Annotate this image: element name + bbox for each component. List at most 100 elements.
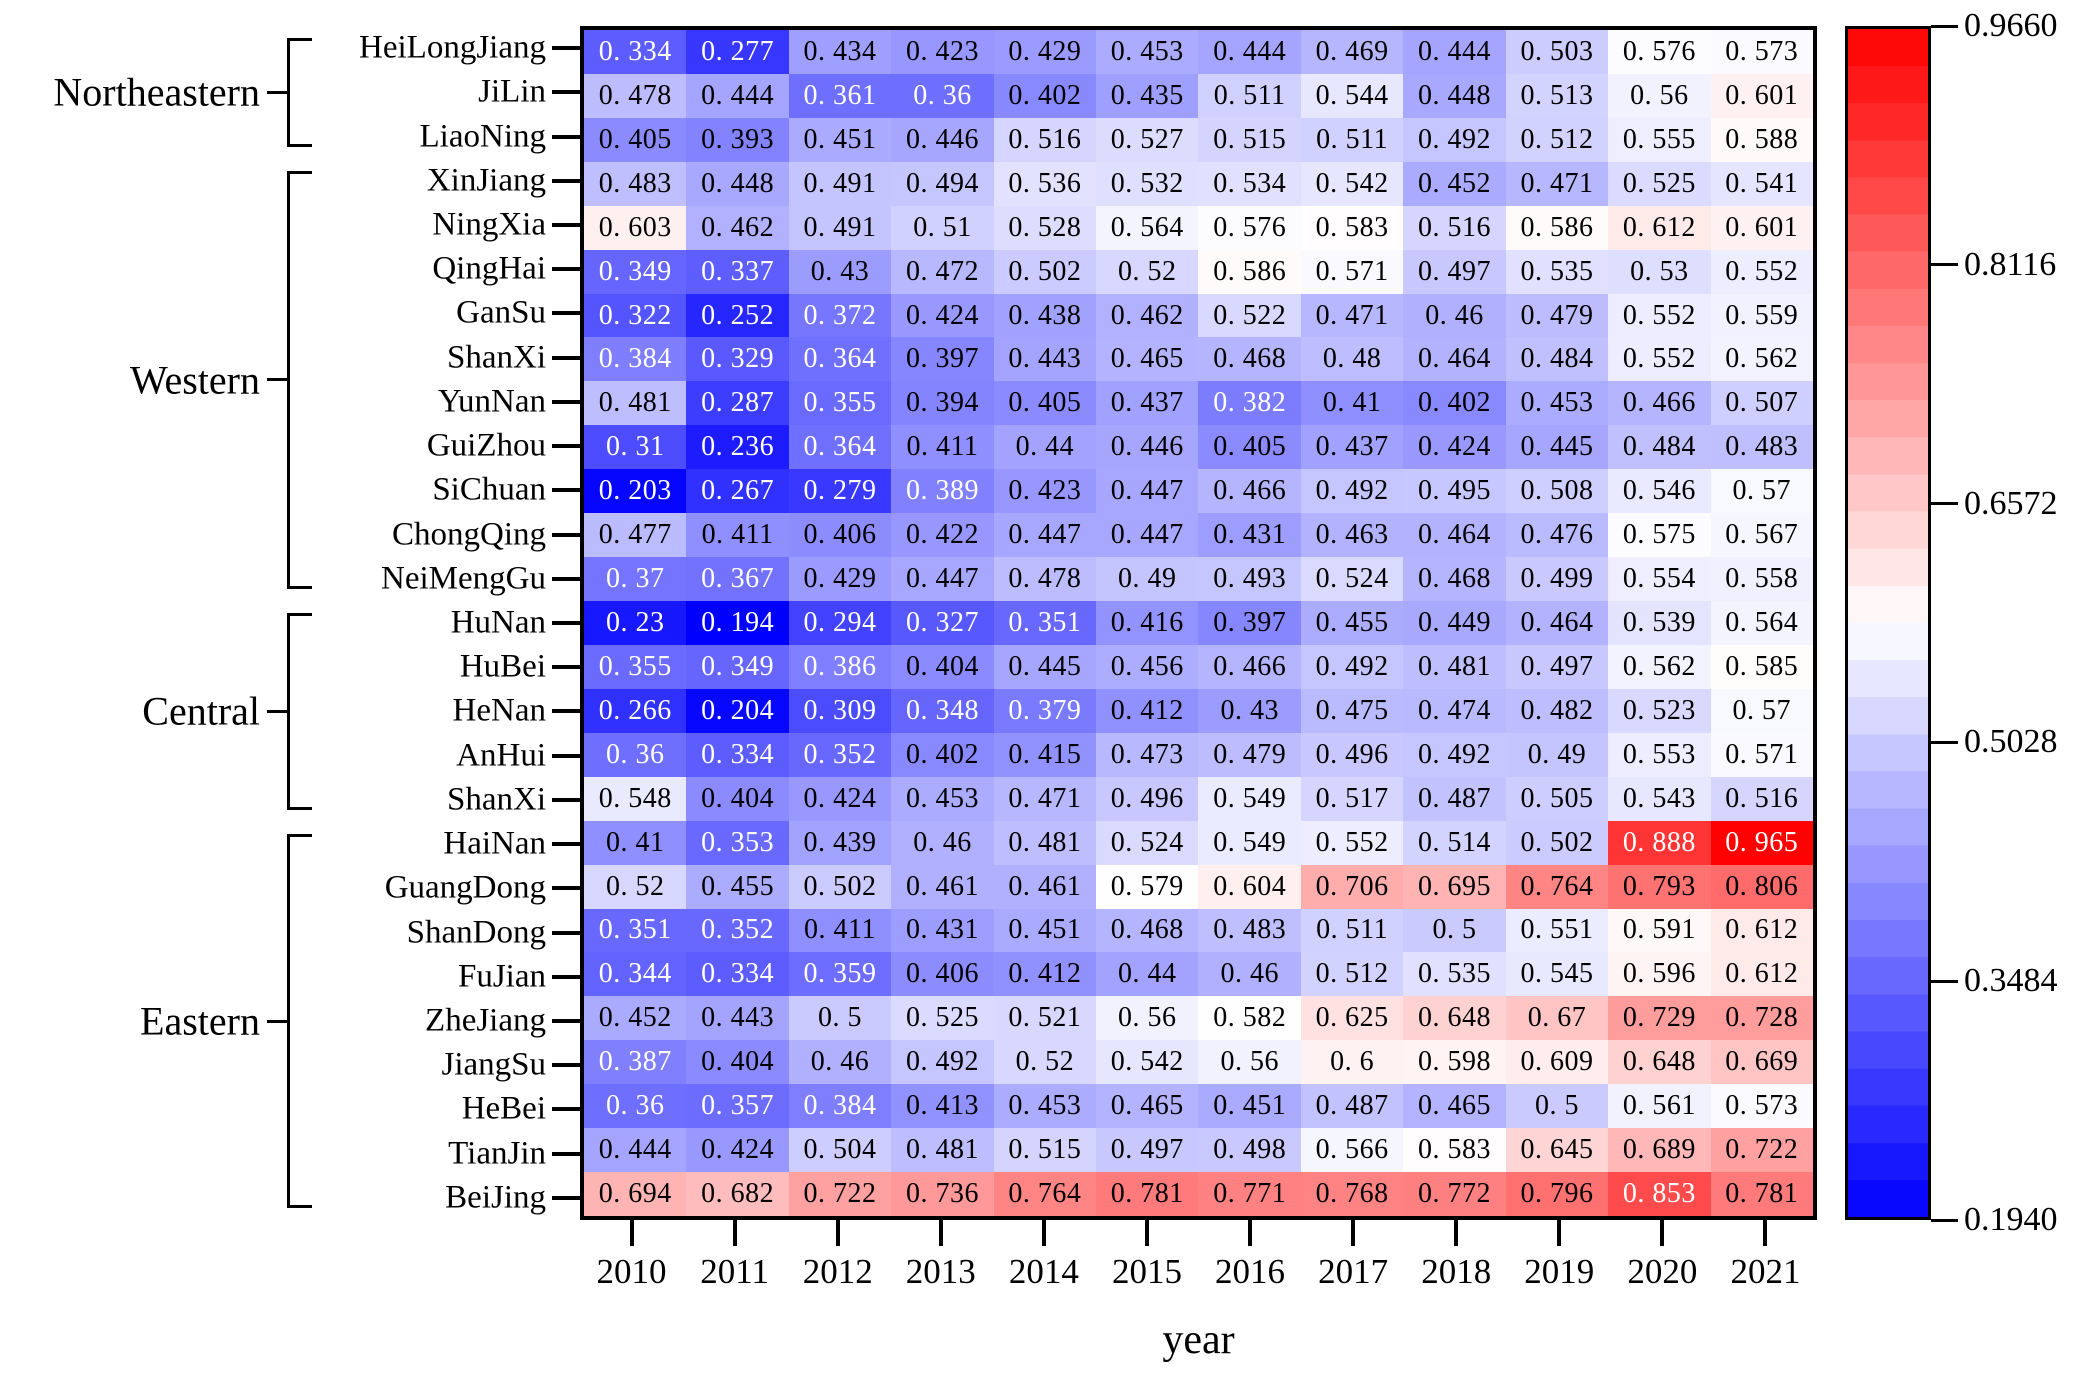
heatmap-cell: 0. 36 [891, 73, 994, 118]
heatmap-cell: 0. 502 [993, 249, 1097, 294]
heatmap-cell: 0. 49 [1096, 557, 1199, 602]
heatmap-cell: 0. 571 [1300, 249, 1404, 294]
heatmap-cell: 0. 46 [1198, 952, 1301, 997]
heatmap-cell: 0. 648 [1608, 1040, 1711, 1085]
heatmap-cell: 0. 204 [686, 688, 789, 733]
heatmap-cell: 0. 424 [788, 776, 892, 821]
row-label: YunNan [437, 383, 546, 420]
heatmap-cell: 0. 465 [1096, 337, 1199, 382]
colorbar-tick [1931, 502, 1958, 506]
heatmap-cell: 0. 492 [1403, 732, 1506, 777]
heatmap-cell: 0. 528 [993, 205, 1097, 250]
heatmap-cell: 0. 695 [1403, 864, 1506, 909]
heatmap-cell: 0. 539 [1608, 601, 1711, 645]
heatmap-cell: 0. 252 [686, 293, 789, 338]
heatmap-cell: 0. 497 [1096, 1128, 1199, 1173]
heatmap-cell: 0. 515 [1198, 117, 1301, 162]
heatmap-cell: 0. 764 [1505, 864, 1609, 909]
heatmap-cell: 0. 456 [1096, 644, 1199, 689]
heatmap-cell: 0. 43 [1198, 688, 1301, 733]
heatmap-cell: 0. 384 [584, 337, 687, 382]
heatmap-cell: 0. 397 [891, 337, 994, 382]
heatmap-cell: 0. 534 [1198, 161, 1301, 206]
heatmap-cell: 0. 434 [788, 30, 892, 74]
heatmap-cell: 0. 453 [891, 776, 994, 821]
heatmap-cell: 0. 478 [993, 557, 1097, 602]
heatmap-cell: 0. 549 [1198, 820, 1301, 865]
x-tick-label: 2020 [1627, 1252, 1698, 1291]
x-tick-label: 2015 [1111, 1252, 1182, 1291]
heatmap-cell: 0. 521 [993, 996, 1097, 1041]
heatmap-cell: 0. 41 [584, 820, 687, 865]
heatmap-cell: 0. 503 [1505, 30, 1609, 74]
heatmap-cell: 0. 576 [1198, 205, 1301, 250]
heatmap-cell: 0. 423 [993, 469, 1097, 514]
row-label: NingXia [432, 206, 546, 243]
colorbar-tick [1931, 263, 1958, 267]
row-label: NeiMengGu [381, 560, 546, 597]
heatmap-cell: 0. 625 [1300, 996, 1404, 1041]
heatmap-cell: 0. 476 [1505, 513, 1609, 558]
heatmap-cell: 0. 446 [891, 117, 994, 162]
heatmap-cell: 0. 772 [1403, 1172, 1506, 1216]
colorbar-tick [1931, 1218, 1958, 1222]
heatmap-cell: 0. 585 [1710, 644, 1813, 689]
heatmap-cell: 0. 416 [1096, 601, 1199, 645]
row-tick [552, 532, 580, 537]
heatmap-cell: 0. 445 [993, 644, 1097, 689]
heatmap-cell: 0. 46 [788, 1040, 892, 1085]
colorbar-tick-label: 0.5028 [1964, 723, 2058, 761]
heatmap-cell: 0. 344 [584, 952, 687, 997]
heatmap-cell: 0. 722 [788, 1172, 892, 1216]
row-tick [552, 223, 580, 227]
region-bracket-hook-top [287, 38, 312, 42]
heatmap-cell: 0. 52 [584, 864, 687, 909]
heatmap-cell: 0. 355 [788, 381, 892, 426]
heatmap-cell: 0. 558 [1710, 557, 1813, 602]
heatmap-cell: 0. 471 [1505, 161, 1609, 206]
row-label: GuiZhou [426, 427, 546, 464]
heatmap-cell: 0. 728 [1710, 996, 1813, 1041]
row-label: GanSu [456, 294, 546, 331]
row-label: HeiLongJiang [359, 29, 546, 66]
heatmap-cell: 0. 511 [1300, 117, 1404, 162]
row-label: HuBei [459, 648, 546, 685]
heatmap-cell: 0. 41 [1300, 381, 1404, 426]
heatmap-cell: 0. 405 [1198, 425, 1301, 470]
row-tick [552, 753, 580, 758]
x-tick-label: 2018 [1421, 1252, 1492, 1291]
heatmap-cell: 0. 588 [1710, 117, 1813, 162]
heatmap-cell: 0. 559 [1710, 293, 1813, 338]
row-tick [552, 621, 580, 625]
heatmap-cell: 0. 464 [1403, 337, 1506, 382]
heatmap-cell: 0. 796 [1505, 1172, 1609, 1216]
heatmap-cell: 0. 402 [1403, 381, 1506, 426]
row-label: SiChuan [432, 471, 546, 508]
row-tick [552, 709, 580, 714]
heatmap-cell: 0. 586 [1198, 249, 1301, 294]
heatmap-cell: 0. 422 [891, 513, 994, 558]
heatmap-cell: 0. 689 [1608, 1128, 1711, 1173]
heatmap-cell: 0. 583 [1300, 205, 1404, 250]
heatmap-cell: 0. 194 [686, 601, 789, 645]
heatmap-cell: 0. 415 [993, 732, 1097, 777]
heatmap-cell: 0. 541 [1710, 161, 1813, 206]
heatmap-cell: 0. 337 [686, 249, 789, 294]
region-bracket-hook-bottom [287, 806, 312, 810]
heatmap-cell: 0. 429 [993, 30, 1097, 74]
heatmap-cell: 0. 461 [993, 864, 1097, 909]
heatmap-cell: 0. 694 [584, 1172, 687, 1216]
heatmap-cell: 0. 535 [1505, 249, 1609, 294]
heatmap-cell: 0. 482 [1505, 688, 1609, 733]
region-bracket-hook-bottom [287, 585, 312, 589]
heatmap-cell: 0. 477 [584, 513, 687, 558]
row-label: QingHai [432, 250, 546, 287]
row-label: BeiJing [445, 1179, 546, 1216]
heatmap-cell: 0. 497 [1505, 644, 1609, 689]
row-label: ZheJiang [425, 1002, 546, 1039]
heatmap-cell: 0. 483 [584, 161, 687, 206]
heatmap-cell: 0. 431 [891, 908, 994, 953]
row-tick [552, 178, 580, 183]
heatmap-cell: 0. 352 [788, 732, 892, 777]
